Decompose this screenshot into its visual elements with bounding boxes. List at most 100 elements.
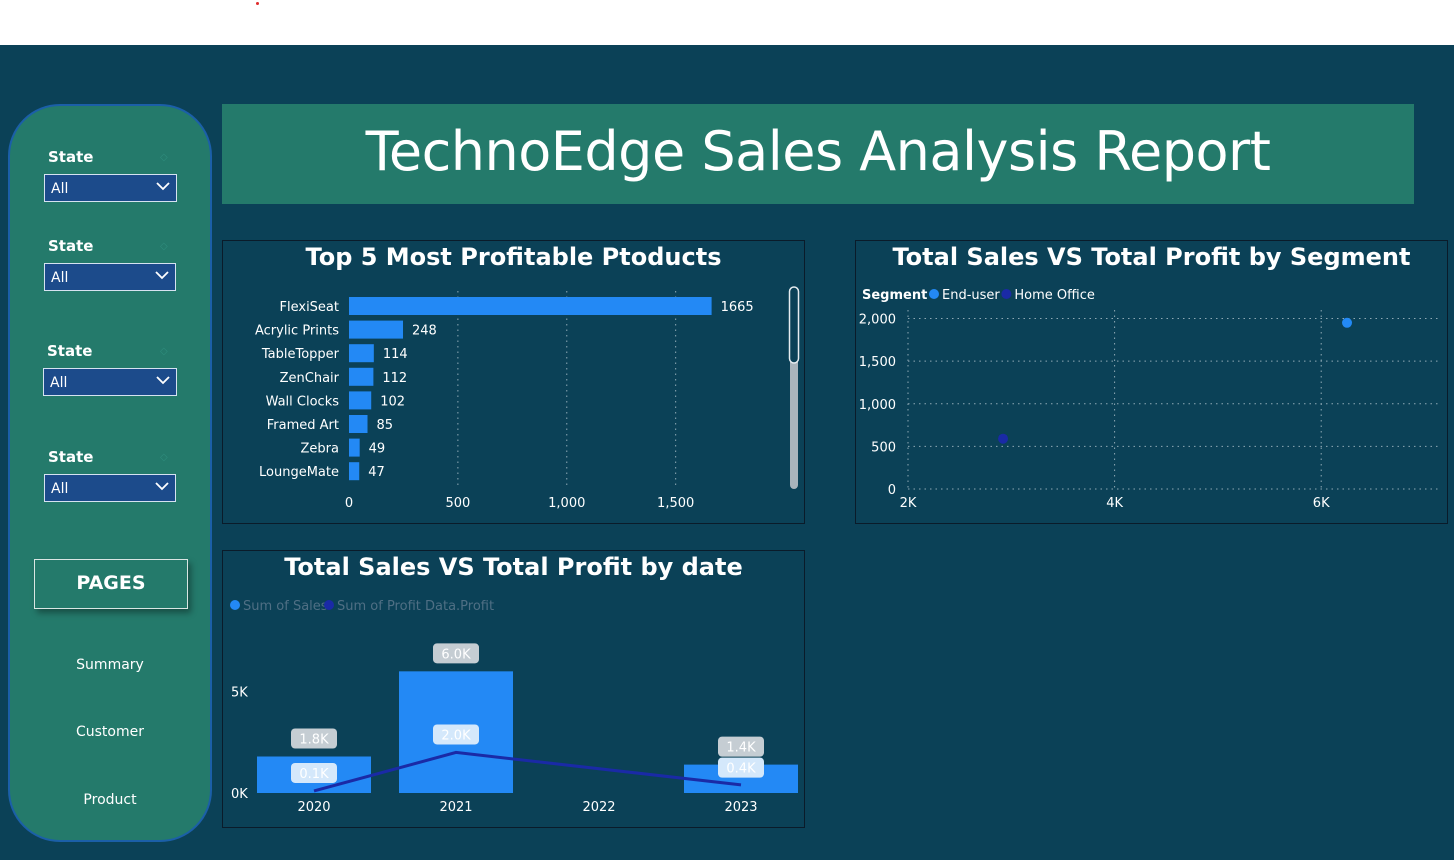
chevron-down-icon <box>156 182 170 191</box>
state-slicer-3: State ◇ All <box>10 342 210 402</box>
dropdown-value: All <box>51 481 69 497</box>
legend-label: Sum of Profit Data.Profit <box>337 599 494 614</box>
legend-label: Home Office <box>1014 288 1094 303</box>
data-label: 112 <box>382 371 407 386</box>
eraser-icon[interactable]: ◇ <box>160 452 168 463</box>
data-label-bg <box>718 736 764 757</box>
data-label: 1665 <box>721 300 754 315</box>
state-dropdown[interactable]: All <box>43 368 177 396</box>
chevron-down-icon <box>155 482 169 491</box>
data-label: 0.1K <box>299 767 329 782</box>
chevron-down-icon <box>156 376 170 385</box>
chevron-down-icon <box>155 271 169 280</box>
x-tick-label: 500 <box>445 496 470 511</box>
state-slicer-4: State ◇ All <box>10 448 210 508</box>
data-label: 6.0K <box>441 647 471 662</box>
y-tick-label: 5K <box>231 686 248 701</box>
y-tick-label: 500 <box>871 440 896 455</box>
data-label: 102 <box>380 394 405 409</box>
category-label: Acrylic Prints <box>255 324 339 339</box>
dropdown-value: All <box>50 375 68 391</box>
category-label: TableTopper <box>261 347 340 362</box>
dropdown-value: All <box>51 181 69 197</box>
date-panel: Total Sales VS Total Profit by date Sum … <box>222 550 805 828</box>
nav-link-customer[interactable]: Customer <box>75 724 144 740</box>
x-tick-label: 1,000 <box>548 496 585 511</box>
chart-title: Total Sales VS Total Profit by Segment <box>892 243 1411 271</box>
legend-marker <box>1001 289 1012 299</box>
state-slicer-2: State ◇ All <box>10 237 210 297</box>
slicer-label: State <box>48 448 94 466</box>
data-label: 1.4K <box>726 741 756 756</box>
data-label: 49 <box>369 442 386 457</box>
nav-link-product[interactable]: Product <box>83 792 137 808</box>
data-label: 0.4K <box>726 762 756 777</box>
state-dropdown[interactable]: All <box>44 263 176 291</box>
eraser-icon[interactable]: ◇ <box>160 152 168 163</box>
data-label: 1.8K <box>299 733 329 748</box>
legend-label: End-user <box>942 288 1000 303</box>
category-label: FlexiSeat <box>280 300 339 315</box>
x-tick-label: 2023 <box>724 800 757 815</box>
category-label: ZenChair <box>280 371 340 386</box>
legend-label: Sum of Sales <box>243 599 328 614</box>
category-label: Zebra <box>301 442 339 457</box>
bar <box>349 320 404 339</box>
bar <box>349 462 360 481</box>
x-tick-label: 6K <box>1313 496 1330 511</box>
bar <box>349 297 712 315</box>
state-dropdown[interactable]: All <box>44 474 176 502</box>
scatter-point <box>1342 317 1353 328</box>
y-tick-label: 2,000 <box>859 313 896 328</box>
bar <box>349 367 374 386</box>
profit-line <box>313 750 742 793</box>
segment-panel: Total Sales VS Total Profit by Segment S… <box>855 240 1448 524</box>
x-tick-label: 2020 <box>297 800 330 815</box>
top-products-chart: 0 500 1,000 1,500 FlexiSeat 1665 Acrylic Print… <box>255 286 800 511</box>
report-title: TechnoEdge Sales Analysis Report <box>222 104 1414 204</box>
category-label: LoungeMate <box>259 465 339 480</box>
bar <box>349 344 374 363</box>
chart-title: Top 5 Most Profitable Ptoducts <box>305 243 722 271</box>
y-tick-label: 1,000 <box>859 398 896 413</box>
sidebar-panel: State ◇ All State ◇ All State ◇ All Stat… <box>8 104 212 842</box>
y-tick-label: 1,500 <box>859 355 896 370</box>
legend-marker <box>324 600 334 610</box>
state-dropdown[interactable]: All <box>44 174 177 202</box>
legend-marker <box>230 600 240 610</box>
top-products-panel: Top 5 Most Profitable Ptoducts 0 500 1,000… <box>222 240 805 524</box>
y-tick-label: 0K <box>231 787 248 802</box>
bar <box>349 391 372 410</box>
x-tick-label: 2022 <box>582 800 615 815</box>
scatter-point <box>998 433 1009 444</box>
data-label: 248 <box>412 324 437 339</box>
slicer-label: State <box>47 342 93 360</box>
data-label-bg <box>291 728 337 749</box>
data-label-bg <box>291 762 337 783</box>
x-tick-label: 0 <box>345 496 353 511</box>
bar <box>349 438 360 457</box>
x-tick-label: 4K <box>1106 496 1123 511</box>
sales-profit-date-chart: Sum of Sales Sum of Profit Data.Profit 0K 5… <box>230 599 798 815</box>
eraser-icon[interactable]: ◇ <box>160 241 168 252</box>
category-label: Wall Clocks <box>266 394 340 409</box>
data-label: 47 <box>368 465 385 480</box>
data-label: 114 <box>383 347 408 362</box>
slicer-label: State <box>48 148 94 166</box>
nav-link-summary[interactable]: Summary <box>76 657 144 673</box>
x-tick-label: 2021 <box>439 800 472 815</box>
x-tick-label: 2K <box>900 496 917 511</box>
data-label: 2.0K <box>441 728 471 743</box>
y-tick-label: 0 <box>888 483 896 498</box>
data-label-bg <box>433 643 479 664</box>
legend-marker <box>929 289 939 299</box>
category-label: Framed Art <box>267 418 339 433</box>
eraser-icon[interactable]: ◇ <box>160 346 168 357</box>
top-bar <box>0 0 1454 45</box>
bar <box>349 415 368 433</box>
data-label: 85 <box>377 418 394 433</box>
red-dot-marker <box>256 2 259 5</box>
data-label-bg <box>433 724 479 745</box>
legend-title: Segment <box>862 288 927 303</box>
pages-header: PAGES <box>34 559 188 609</box>
